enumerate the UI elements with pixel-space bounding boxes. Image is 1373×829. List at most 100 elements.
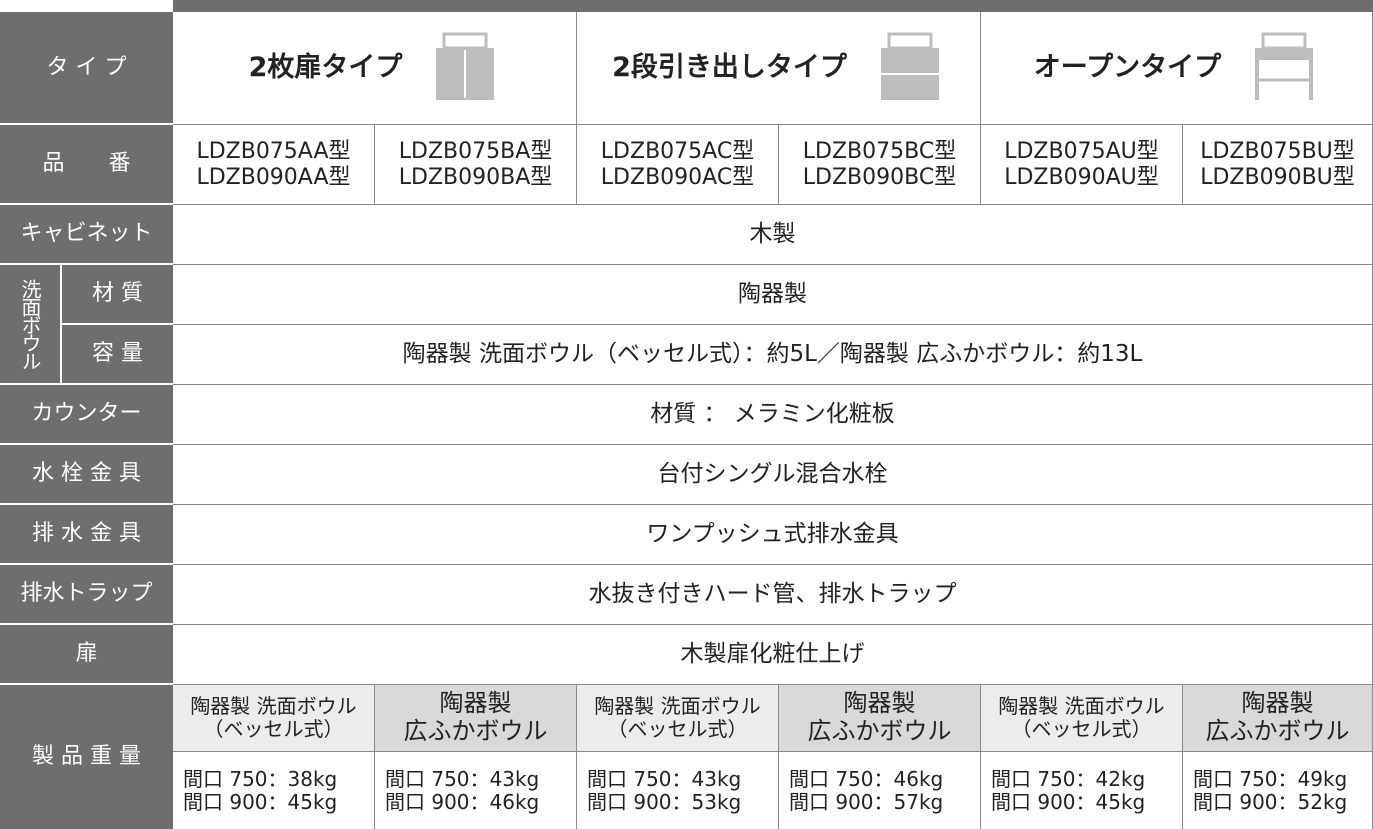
type-name: 2枚扉タイプ: [173, 12, 577, 125]
model-text: LDZB075AC型: [600, 139, 755, 165]
group-label: 洗面ボウル: [0, 265, 62, 385]
bowl-type-text: 広ふかボウル: [1205, 717, 1350, 745]
weight: 間口 750：46kg 間口 900：57kg: [779, 752, 981, 829]
row-label-text: カウンター: [31, 401, 142, 427]
model: LDZB075BA型 LDZB090BA型: [375, 125, 577, 205]
spec-value-text: 材質 ： メラミン化粧板: [650, 401, 895, 428]
model-text: LDZB090BC型: [802, 164, 957, 190]
bowl-type: 陶器製 広ふかボウル: [1183, 685, 1373, 752]
type-name-text: 2段引き出しタイプ: [612, 52, 847, 84]
row-label-text: 水 栓 金 具: [32, 461, 141, 487]
cabinet-icon: [880, 32, 939, 100]
type-name-text: オープンタイプ: [1033, 52, 1222, 84]
row-label: 製 品 重 量: [0, 685, 173, 829]
weight: 間口 750：43kg 間口 900：46kg: [375, 752, 577, 829]
bowl-type: 陶器製 広ふかボウル: [375, 685, 577, 752]
spec-value: 陶器製: [173, 265, 1373, 325]
bowl-type-text: 広ふかボウル: [403, 717, 548, 745]
type-name-text: 2枚扉タイプ: [248, 52, 403, 84]
model-text: LDZB090BA型: [398, 164, 553, 190]
bowl-type: 陶器製 広ふかボウル: [779, 685, 981, 752]
weight: 間口 750：38kg 間口 900：45kg: [173, 752, 375, 829]
type-name: オープンタイプ: [981, 12, 1373, 125]
weight: 間口 750：49kg 間口 900：52kg: [1183, 752, 1373, 829]
cabinet-icon: [1255, 32, 1314, 100]
row-label: 水 栓 金 具: [0, 445, 173, 505]
spec-value: 木製扉化粧仕上げ: [173, 625, 1373, 685]
weight-text: 間口 900：52kg: [1193, 789, 1348, 814]
weight: 間口 750：43kg 間口 900：53kg: [577, 752, 779, 829]
weight-text: 間口 750：43kg: [587, 766, 742, 791]
row-label-text: キャビネット: [20, 221, 153, 247]
model-text: LDZB075BC型: [802, 139, 957, 165]
weight-text: 間口 750：49kg: [1193, 766, 1348, 791]
bowl-type-text: 陶器製: [1241, 689, 1314, 718]
spec-value-text: 陶器製: [738, 281, 807, 308]
bowl-type: 陶器製 洗面ボウル （ベッセル式）: [981, 685, 1183, 752]
weight-text: 間口 900：53kg: [587, 789, 742, 814]
row-label-text: 製 品 重 量: [32, 744, 141, 770]
row-label: カウンター: [0, 385, 173, 445]
row-label: 排水トラップ: [0, 565, 173, 625]
row-label: 容 量: [62, 325, 173, 385]
weight-text: 間口 750：42kg: [991, 766, 1146, 791]
model: LDZB075BU型 LDZB090BU型: [1183, 125, 1373, 205]
spec-value: 木製: [173, 205, 1373, 265]
model: LDZB075AU型 LDZB090AU型: [981, 125, 1183, 205]
row-label-text: 品 番: [42, 151, 131, 177]
model-text: LDZB075AU型: [1004, 139, 1159, 165]
row-label-text: 容 量: [92, 341, 143, 367]
bowl-type-text: 陶器製: [439, 689, 512, 718]
cabinet-icon: [436, 32, 495, 100]
weight-text: 間口 750：46kg: [789, 766, 944, 791]
model: LDZB075BC型 LDZB090BC型: [779, 125, 981, 205]
spec-value: 水抜き付きハード管、排水トラップ: [173, 565, 1373, 625]
row-label-text: 排 水 金 具: [32, 521, 141, 547]
spec-value-text: 台付シングル混合水栓: [657, 461, 888, 488]
model: LDZB075AA型 LDZB090AA型: [173, 125, 375, 205]
weight-text: 間口 900：46kg: [385, 789, 540, 814]
group-label-text: 洗面ボウル: [18, 279, 42, 369]
bowl-type-text: （ベッセル式）: [1011, 717, 1152, 741]
spec-value-text: 木製: [749, 221, 796, 248]
bowl-type-text: （ベッセル式）: [607, 717, 748, 741]
weight-text: 間口 900：57kg: [789, 789, 944, 814]
spec-value-text: 木製扉化粧仕上げ: [680, 641, 865, 668]
row-label: 排 水 金 具: [0, 505, 173, 565]
row-label: キャビネット: [0, 205, 173, 265]
model-text: LDZB075AA型: [196, 139, 351, 165]
model: LDZB075AC型 LDZB090AC型: [577, 125, 779, 205]
spec-value-text: 陶器製 洗面ボウル（ベッセル式）：約5L／陶器製 広ふかボウル：約13L: [402, 341, 1143, 368]
row-label-text: 排水トラップ: [20, 581, 153, 607]
model-text: LDZB090AC型: [600, 164, 755, 190]
type-name: 2段引き出しタイプ: [577, 12, 981, 125]
top-strip: [173, 0, 1373, 12]
spec-value: 台付シングル混合水栓: [173, 445, 1373, 505]
spec-value: 陶器製 洗面ボウル（ベッセル式）：約5L／陶器製 広ふかボウル：約13L: [173, 325, 1373, 385]
model-text: LDZB090AA型: [196, 164, 351, 190]
bowl-type-text: 陶器製 洗面ボウル: [594, 694, 761, 718]
weight-text: 間口 750：38kg: [183, 766, 338, 791]
spec-value: 材質 ： メラミン化粧板: [173, 385, 1373, 445]
weight-text: 間口 900：45kg: [183, 789, 338, 814]
bowl-type-text: 陶器製: [843, 689, 916, 718]
model-text: LDZB075BU型: [1200, 139, 1355, 165]
weight-text: 間口 900：45kg: [991, 789, 1146, 814]
row-label: 扉: [0, 625, 173, 685]
bowl-type-text: （ベッセル式）: [203, 717, 344, 741]
bowl-type-text: 陶器製 洗面ボウル: [190, 694, 357, 718]
bowl-type: 陶器製 洗面ボウル （ベッセル式）: [173, 685, 375, 752]
weight-text: 間口 750：43kg: [385, 766, 540, 791]
row-label: 材 質: [62, 265, 173, 325]
bowl-type-text: 陶器製 洗面ボウル: [998, 694, 1165, 718]
row-label-text: 材 質: [92, 281, 143, 307]
row-label-text: 扉: [75, 641, 98, 667]
spec-value: ワンプッシュ式排水金具: [173, 505, 1373, 565]
weight: 間口 750：42kg 間口 900：45kg: [981, 752, 1183, 829]
model-text: LDZB090BU型: [1200, 164, 1355, 190]
row-label: 品 番: [0, 125, 173, 205]
row-label-text: タ イ プ: [46, 54, 127, 80]
bowl-type: 陶器製 洗面ボウル （ベッセル式）: [577, 685, 779, 752]
model-text: LDZB090AU型: [1004, 164, 1159, 190]
